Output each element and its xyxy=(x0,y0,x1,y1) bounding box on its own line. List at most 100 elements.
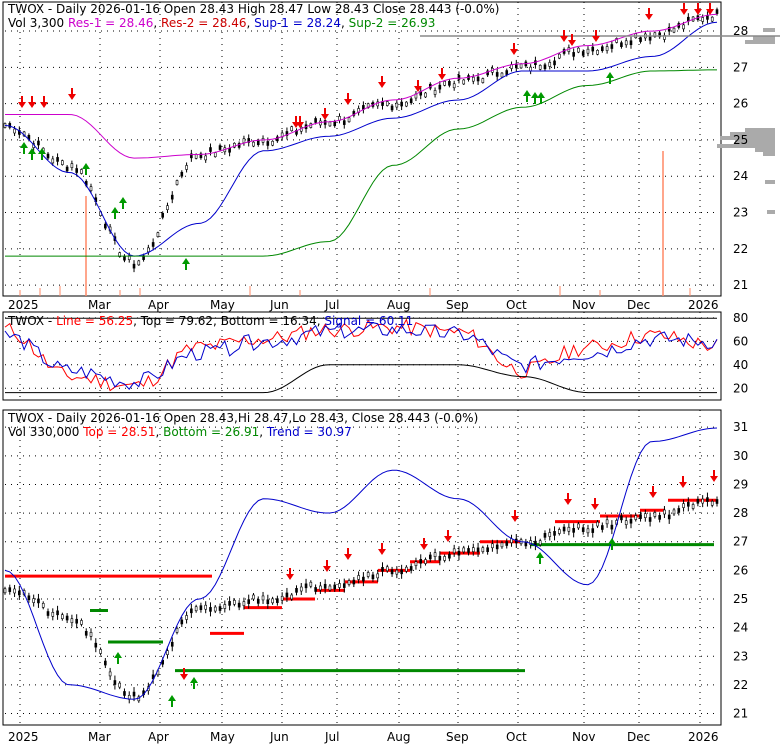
osc-series-line xyxy=(4,322,718,390)
price-x-tick-label: Aug xyxy=(387,298,410,312)
down-arrow-icon xyxy=(710,470,718,482)
trend-candle-body xyxy=(385,566,389,572)
trend-x-tick-label: Apr xyxy=(148,730,169,744)
volume-profile-bar xyxy=(717,144,775,148)
price-series-line xyxy=(5,13,718,159)
volume-profile-bar xyxy=(763,28,775,32)
trend-candle-body xyxy=(75,618,78,624)
trend-candle-body xyxy=(601,525,604,530)
trend-candle-body xyxy=(706,497,709,502)
trend-candle-body xyxy=(271,598,274,604)
price-x-tick-label: Nov xyxy=(572,298,595,312)
trend-candle-body xyxy=(538,540,542,546)
trend-candle-body xyxy=(342,583,346,588)
trend-candle-body xyxy=(37,598,40,604)
price-x-tick-label: Apr xyxy=(148,298,169,312)
price-candle-body xyxy=(462,79,466,85)
trend-candle-body xyxy=(41,603,45,608)
trend-candle-body xyxy=(70,618,74,624)
price-candle-body xyxy=(61,160,64,165)
price-x-tick-label: Jun xyxy=(269,298,289,312)
signal-arrows xyxy=(18,3,714,270)
osc-y-tick-label: 60 xyxy=(733,334,748,348)
trend-candle-body xyxy=(567,526,571,532)
price-candle-body xyxy=(190,153,193,159)
down-arrow-icon xyxy=(40,96,48,108)
trend-candle-body xyxy=(605,519,609,525)
trend-x-tick-label: Nov xyxy=(572,730,595,744)
trend-candle-body xyxy=(108,671,112,677)
trend-candle-body xyxy=(471,547,475,552)
down-arrow-icon xyxy=(378,543,386,555)
up-arrow-icon xyxy=(114,652,122,664)
trend-candle-body xyxy=(687,501,690,507)
price-y-tick-label: 25 xyxy=(733,133,748,147)
trend-candle-body xyxy=(433,552,437,557)
price-panel-frame xyxy=(2,1,722,297)
trend-candle-body xyxy=(495,544,499,550)
price-candle-body xyxy=(56,157,59,162)
trend-candle-body xyxy=(123,691,126,696)
trend-candle-body xyxy=(304,583,308,589)
price-candle-body xyxy=(400,101,403,107)
up-arrow-icon xyxy=(111,207,119,219)
trend-candle-body xyxy=(658,515,661,520)
trend-candle-body xyxy=(233,600,236,605)
volume-profile-bar xyxy=(755,148,775,152)
trend-candle-body xyxy=(84,631,88,636)
trend-candle-body xyxy=(209,607,212,612)
trend-y-axis: 21 22 23 24 25 26 27 28 29 30 31 xyxy=(733,420,748,720)
trend-candle-body xyxy=(362,576,365,582)
trend-candle-body xyxy=(213,606,217,612)
price-candle-body xyxy=(438,84,442,90)
price-y-tick-label: 24 xyxy=(733,169,748,183)
price-candle-body xyxy=(166,205,169,210)
trend-candle-body xyxy=(629,518,633,524)
price-candle-body xyxy=(46,153,50,159)
price-candle-body xyxy=(648,35,652,41)
trend-legend-vol: Vol 330,000 xyxy=(8,425,79,439)
volume-profile-bar xyxy=(735,140,775,144)
trend-candle-body xyxy=(443,556,446,561)
price-candle-body xyxy=(180,171,184,177)
price-x-tick-label: Dec xyxy=(627,298,650,312)
price-candle-body xyxy=(405,101,408,107)
down-arrow-icon xyxy=(378,76,386,88)
trend-candle-body xyxy=(338,583,341,588)
down-arrow-icon xyxy=(510,43,518,55)
trend-candle-body xyxy=(94,642,98,648)
trend-legend-bottom: Bottom = 26.91 xyxy=(163,425,259,439)
trend-candle-body xyxy=(32,598,35,603)
volume-profile-bar xyxy=(745,40,775,44)
price-candle-body xyxy=(123,255,126,261)
trend-candle-body xyxy=(280,595,284,601)
trend-candle-body xyxy=(405,566,408,572)
trend-candle-body xyxy=(462,547,466,553)
price-candle-body xyxy=(75,168,78,173)
price-candle-body xyxy=(314,118,317,123)
price-x-axis: 2025 Mar Apr May Jun Jul Aug Sep Oct Nov Dec 2026 xyxy=(8,298,719,312)
trend-candle-body xyxy=(309,581,313,587)
trend-candle-body xyxy=(581,527,585,532)
osc-series-line xyxy=(4,318,718,392)
volume-profile-bar xyxy=(763,152,775,156)
trend-candle-body xyxy=(701,498,704,504)
trend-candle-body xyxy=(80,620,83,625)
price-candle-body xyxy=(13,128,16,134)
price-candle-body xyxy=(252,141,255,147)
trend-candle-body xyxy=(366,572,370,577)
price-x-tick-label: Sep xyxy=(446,298,469,312)
trend-candle-body xyxy=(543,533,547,538)
down-arrow-icon xyxy=(649,486,657,498)
down-arrow-icon xyxy=(438,68,446,80)
down-arrow-icon xyxy=(564,493,572,505)
price-candle-body xyxy=(624,40,628,46)
trend-candle-body xyxy=(486,547,489,552)
trend-y-tick-label: 26 xyxy=(733,563,748,577)
trend-candle-body xyxy=(256,599,260,604)
trend-candle-body xyxy=(132,691,136,697)
price-candle-body xyxy=(424,92,427,98)
price-candle-body xyxy=(266,141,270,146)
trend-candle-body xyxy=(228,601,231,606)
trend-candle-body xyxy=(500,542,504,548)
